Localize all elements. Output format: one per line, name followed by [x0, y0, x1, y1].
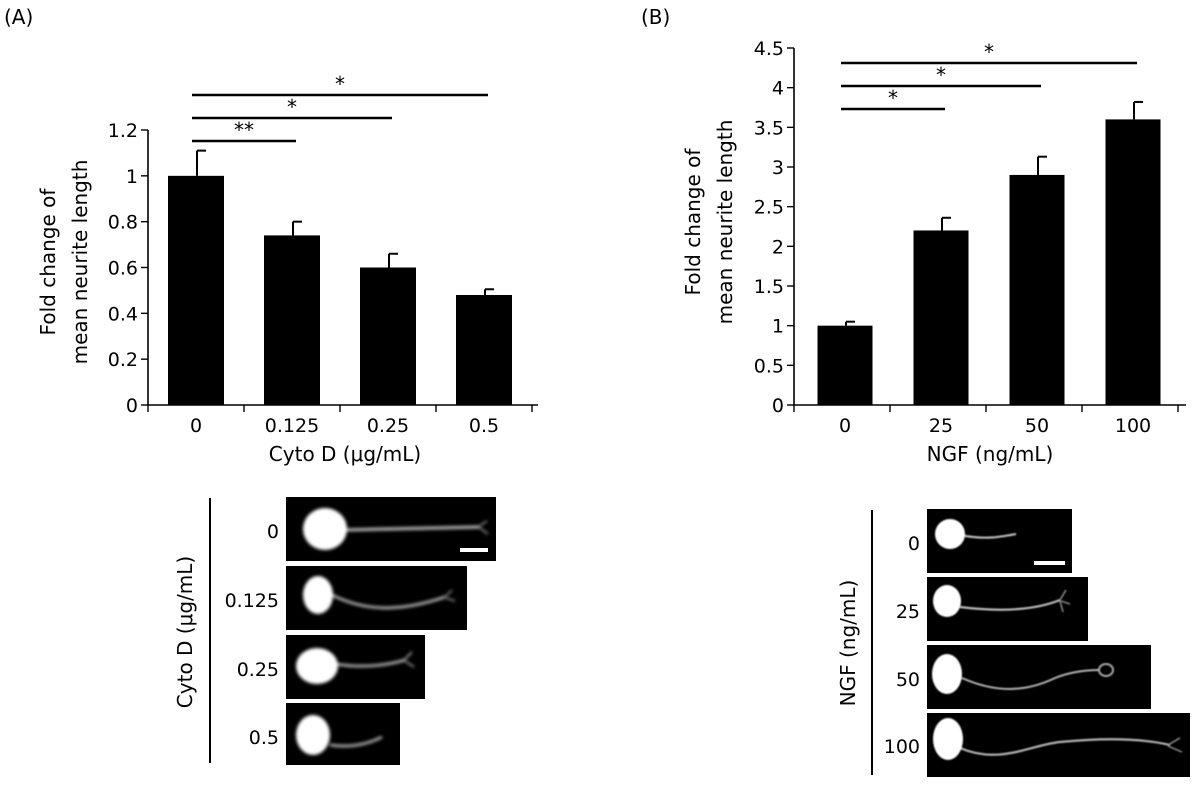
chart-b-x-tick-label: 50 — [1025, 415, 1049, 437]
micrograph-image — [927, 713, 1190, 777]
chart-a-bar — [360, 267, 416, 405]
micrograph-a-row-label: 0 — [267, 521, 279, 543]
chart-a-bar — [168, 175, 224, 405]
chart-b-y-tick-label: 0 — [772, 395, 784, 417]
chart-a-significance-mark: ** — [234, 118, 254, 142]
chart-a-x-tick-label: 0.5 — [469, 415, 499, 437]
chart-a-x-tick-label: 0.125 — [265, 415, 319, 437]
micrograph-a-axis-label: Cyto D (μg/mL) — [173, 556, 197, 708]
chart-b-y-tick-label: 2 — [772, 236, 784, 258]
micrograph-image — [286, 635, 425, 699]
chart-a-y-tick-label: 0.2 — [108, 349, 138, 371]
chart-b-xlabel: NGF (ng/mL) — [927, 442, 1054, 466]
micrograph-a-row-label: 0.125 — [225, 590, 279, 612]
micrograph-b-axis-label: NGF (ng/mL) — [836, 580, 860, 707]
chart-b-x-tick-label: 25 — [929, 415, 953, 437]
panel-label-a: (A) — [4, 5, 33, 29]
micrograph-panel-b: NGF (ng/mL) 0 25 50 — [836, 509, 1190, 777]
chart-a-significance-mark: * — [287, 95, 297, 119]
chart-a-significance-mark: * — [335, 72, 345, 96]
chart-a-y-tick-label: 0.4 — [108, 303, 138, 325]
panel-label-b: (B) — [641, 5, 670, 29]
chart-b-y-tick-label: 3.5 — [754, 117, 784, 139]
chart-a-ylabel-line-1: Fold change of — [36, 188, 60, 336]
chart-b-x-tick-label: 0 — [839, 415, 851, 437]
chart-a-bar — [264, 235, 320, 405]
chart-a-y-tick-label: 0 — [126, 395, 138, 417]
chart-a-ylabel-line-2: mean neurite length — [68, 160, 92, 365]
chart-a-xlabel: Cyto D (μg/mL) — [269, 442, 421, 466]
micrograph-image — [927, 509, 1072, 573]
chart-b-y-tick-label: 2.5 — [754, 197, 784, 219]
micrograph-b-row-label: 100 — [884, 736, 920, 758]
micrograph-b-row-label: 50 — [896, 669, 920, 691]
chart-b: Fold change of mean neurite length NGF (… — [681, 38, 1186, 466]
chart-b-ylabel-line-2: mean neurite length — [713, 120, 737, 325]
chart-b-y-tick-label: 0.5 — [754, 355, 784, 377]
micrograph-a-row-label: 0.25 — [237, 659, 279, 681]
chart-b-bar — [1009, 174, 1065, 405]
micrograph-image — [286, 703, 400, 765]
chart-b-bar — [913, 230, 969, 405]
chart-b-ylabel-line-1: Fold change of — [681, 148, 705, 296]
micrograph-panel-a: Cyto D (μg/mL) 0 0.125 0.25 — [173, 497, 496, 765]
chart-a-y-tick-label: 0.8 — [108, 212, 138, 234]
chart-b-significance-mark: * — [936, 63, 946, 87]
chart-b-y-tick-label: 1.5 — [754, 276, 784, 298]
chart-a-bar — [456, 295, 512, 405]
chart-a-x-tick-label: 0.25 — [367, 415, 409, 437]
micrograph-image — [286, 566, 467, 630]
micrograph-b-row-label: 25 — [896, 601, 920, 623]
scale-bar — [1034, 561, 1065, 565]
chart-a-y-tick-label: 0.6 — [108, 258, 138, 280]
chart-b-y-tick-label: 3 — [772, 157, 784, 179]
micrograph-a-row-label: 0.5 — [249, 727, 279, 749]
chart-a-y-tick-label: 1 — [126, 166, 138, 188]
chart-b-significance-mark: * — [984, 40, 994, 64]
micrograph-image — [286, 497, 496, 561]
micrograph-image — [927, 645, 1151, 709]
chart-a-x-tick-label: 0 — [190, 415, 202, 437]
chart-b-y-tick-label: 1 — [772, 316, 784, 338]
chart-a: Fold change of mean neurite length Cyto … — [36, 72, 538, 466]
chart-b-x-tick-label: 100 — [1115, 415, 1151, 437]
micrograph-b-row-label: 0 — [908, 533, 920, 555]
chart-b-y-tick-label: 4.5 — [754, 38, 784, 60]
chart-b-significance-mark: * — [888, 86, 898, 110]
chart-b-bar — [817, 325, 873, 405]
micrograph-image — [927, 577, 1088, 641]
chart-b-bar — [1105, 119, 1161, 406]
chart-b-y-tick-label: 4 — [772, 78, 784, 100]
scale-bar — [460, 548, 488, 552]
chart-a-y-tick-label: 1.2 — [108, 120, 138, 142]
